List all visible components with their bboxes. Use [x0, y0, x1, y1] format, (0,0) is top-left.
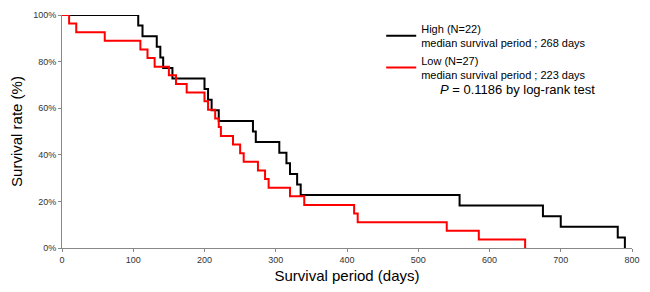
svg-text:500: 500: [411, 255, 426, 265]
svg-text:400: 400: [339, 255, 354, 265]
svg-text:0: 0: [59, 255, 64, 265]
svg-text:60%: 60%: [38, 103, 56, 113]
svg-text:800: 800: [624, 255, 639, 265]
svg-text:700: 700: [553, 255, 568, 265]
svg-text:P = 0.1186 by log-rank test: P = 0.1186 by log-rank test: [440, 82, 595, 97]
svg-text:20%: 20%: [38, 197, 56, 207]
svg-text:0%: 0%: [43, 243, 56, 253]
svg-text:200: 200: [197, 255, 212, 265]
svg-text:Survival rate (%): Survival rate (%): [8, 76, 25, 187]
svg-text:40%: 40%: [38, 150, 56, 160]
svg-text:300: 300: [268, 255, 283, 265]
svg-text:Low (N=27)median survival peri: Low (N=27)median survival period ; 223 d…: [421, 55, 585, 81]
svg-text:Survival period (days): Survival period (days): [274, 267, 419, 284]
svg-text:High (N=22)median survival per: High (N=22)median survival period ; 268 …: [421, 23, 585, 49]
svg-text:100: 100: [126, 255, 141, 265]
svg-text:600: 600: [482, 255, 497, 265]
svg-text:100%: 100%: [33, 10, 56, 20]
svg-text:80%: 80%: [38, 57, 56, 67]
